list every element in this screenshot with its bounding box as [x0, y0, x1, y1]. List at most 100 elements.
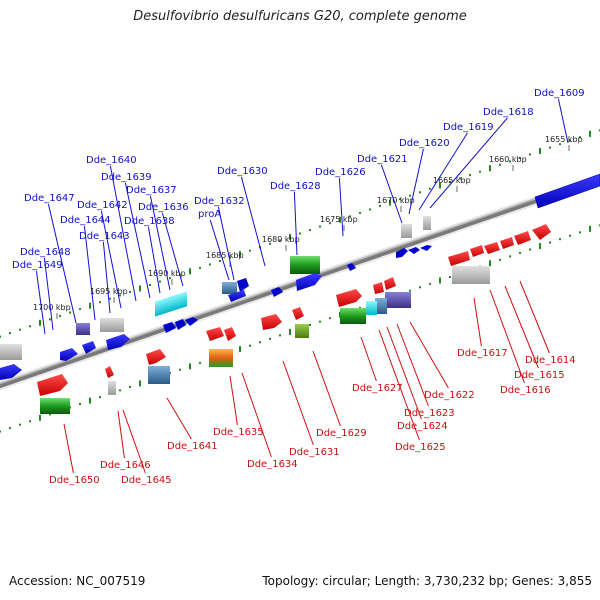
gene-arrow-1646[interactable]	[105, 366, 114, 378]
gene-box-1618b[interactable]	[423, 216, 431, 230]
leader-line	[293, 191, 298, 256]
track-tick	[319, 320, 321, 323]
gene-box-1625c[interactable]	[366, 301, 377, 315]
gene-arrow-1640[interactable]	[106, 334, 130, 350]
accession-label: Accession: NC_007519	[9, 574, 146, 588]
gene-label[interactable]: Dde_1620	[399, 138, 450, 149]
gene-box-1623[interactable]	[375, 298, 387, 314]
gene-box-1617g[interactable]	[452, 266, 490, 284]
gene-label[interactable]: Dde_1625	[395, 442, 446, 453]
gene-arrow-1635[interactable]	[206, 327, 224, 341]
gene-label[interactable]: Dde_1649	[12, 260, 63, 271]
gene-box-1639[interactable]	[155, 291, 187, 317]
gene-label[interactable]: Dde_1643	[79, 231, 130, 242]
gene-arrow-1630[interactable]	[271, 287, 283, 297]
gene-arrow-1631[interactable]	[261, 314, 282, 330]
gene-label[interactable]: Dde_1646	[100, 460, 151, 471]
gene-box-1645[interactable]	[108, 381, 116, 395]
track-tick	[39, 319, 41, 326]
gene-label[interactable]: Dde_1609	[534, 88, 585, 99]
gene-arrow-1617b[interactable]	[470, 245, 484, 257]
gene-label[interactable]: Dde_1630	[217, 166, 268, 177]
gene-label[interactable]: Dde_1619	[443, 122, 494, 133]
leader-line	[241, 372, 272, 458]
gene-arrow-1614[interactable]	[532, 224, 551, 240]
gene-arrow-1634[interactable]	[224, 327, 236, 341]
gene-label[interactable]: Dde_1634	[247, 459, 298, 470]
gene-arrow-1628[interactable]	[296, 273, 322, 291]
leader-line	[409, 321, 449, 389]
gene-arrow-1619[interactable]	[408, 247, 420, 254]
gene-label[interactable]: Dde_1650	[49, 475, 100, 486]
gene-label[interactable]: Dde_1636	[138, 202, 189, 213]
gene-label[interactable]: proA	[198, 209, 221, 220]
gene-arrow-1644[interactable]	[60, 348, 78, 361]
gene-box-1635o[interactable]	[209, 349, 233, 367]
gene-label[interactable]: Dde_1637	[126, 185, 177, 196]
gene-label[interactable]: Dde_1639	[101, 172, 152, 183]
gene-arrow-1641[interactable]	[146, 349, 166, 365]
gene-arrow-1616[interactable]	[500, 237, 514, 249]
gene-label[interactable]: Dde_1623	[404, 408, 455, 419]
gene-box-1629o[interactable]	[295, 324, 309, 338]
gene-label[interactable]: Dde_1624	[397, 421, 448, 432]
gene-arrow-1617a[interactable]	[484, 242, 500, 254]
track-tick	[359, 211, 361, 214]
gene-box-1647[interactable]	[76, 323, 90, 335]
gene-arrow-1634b[interactable]	[228, 290, 246, 302]
gene-arrow-1648[interactable]	[0, 364, 22, 380]
gene-arrow-1626[interactable]	[347, 263, 356, 271]
gene-label[interactable]: Dde_1644	[60, 215, 111, 226]
gene-box-1622[interactable]	[385, 292, 411, 308]
gene-label[interactable]: Dde_1640	[86, 155, 137, 166]
gene-box-1621[interactable]	[401, 224, 412, 238]
track-tick	[539, 148, 541, 155]
gene-label[interactable]: Dde_1627	[352, 383, 403, 394]
gene-arrow-1638[interactable]	[163, 322, 176, 333]
gene-label[interactable]: Dde_1629	[316, 428, 367, 439]
gene-label[interactable]: Dde_1616	[500, 385, 551, 396]
gene-arrow-1615[interactable]	[514, 231, 531, 245]
gene-box-1628g[interactable]	[290, 256, 320, 274]
track-tick	[449, 180, 451, 183]
gene-arrow-1637[interactable]	[175, 319, 186, 330]
leader-line	[338, 177, 344, 237]
gene-box-1632[interactable]	[222, 282, 237, 294]
gene-label[interactable]: Dde_1614	[525, 355, 576, 366]
gene-arrow-1650[interactable]	[37, 374, 68, 396]
gene-label[interactable]: Dde_1632	[194, 196, 245, 207]
gene-box-1650g[interactable]	[40, 398, 70, 414]
gene-label[interactable]: Dde_1642	[77, 200, 128, 211]
gene-arrow-1627[interactable]	[336, 289, 362, 307]
gene-arrow-1617c[interactable]	[448, 251, 470, 266]
gene-arrow-1609[interactable]	[534, 173, 600, 209]
gene-label[interactable]: Dde_1621	[357, 154, 408, 165]
gene-arrow-1643[interactable]	[82, 341, 96, 354]
gene-label[interactable]: Dde_1647	[24, 193, 75, 204]
gene-label[interactable]: Dde_1631	[289, 447, 340, 458]
gene-label[interactable]: Dde_1635	[213, 427, 264, 438]
gene-arrow-1624[interactable]	[384, 277, 396, 290]
gene-arrow-1625[interactable]	[373, 282, 384, 294]
gene-label[interactable]: Dde_1615	[514, 370, 565, 381]
gene-label[interactable]: Dde_1641	[167, 441, 218, 452]
gene-label[interactable]: Dde_1628	[270, 181, 321, 192]
gene-arrow-1618[interactable]	[420, 245, 432, 251]
gene-arrow-1620[interactable]	[396, 248, 408, 258]
gene-label[interactable]: Dde_1618	[483, 107, 534, 118]
gene-box-1649[interactable]	[0, 344, 22, 360]
genome-summary-label: Topology: circular; Length: 3,730,232 bp…	[262, 574, 592, 588]
gene-label[interactable]: Dde_1626	[315, 167, 366, 178]
gene-label[interactable]: Dde_1638	[124, 216, 175, 227]
track-tick	[99, 301, 101, 304]
gene-label[interactable]: Dde_1645	[121, 475, 172, 486]
gene-arrow-1636[interactable]	[185, 317, 198, 326]
gene-label[interactable]: Dde_1648	[20, 247, 71, 258]
gene-arrow-1629[interactable]	[292, 307, 304, 320]
gene-label[interactable]: Dde_1617	[457, 348, 508, 359]
gene-box-1627g[interactable]	[340, 308, 366, 324]
gene-box-1641s[interactable]	[148, 366, 170, 384]
gene-box-1642[interactable]	[100, 318, 124, 332]
gene-arrow-proA[interactable]	[237, 278, 249, 292]
gene-label[interactable]: Dde_1622	[424, 390, 475, 401]
